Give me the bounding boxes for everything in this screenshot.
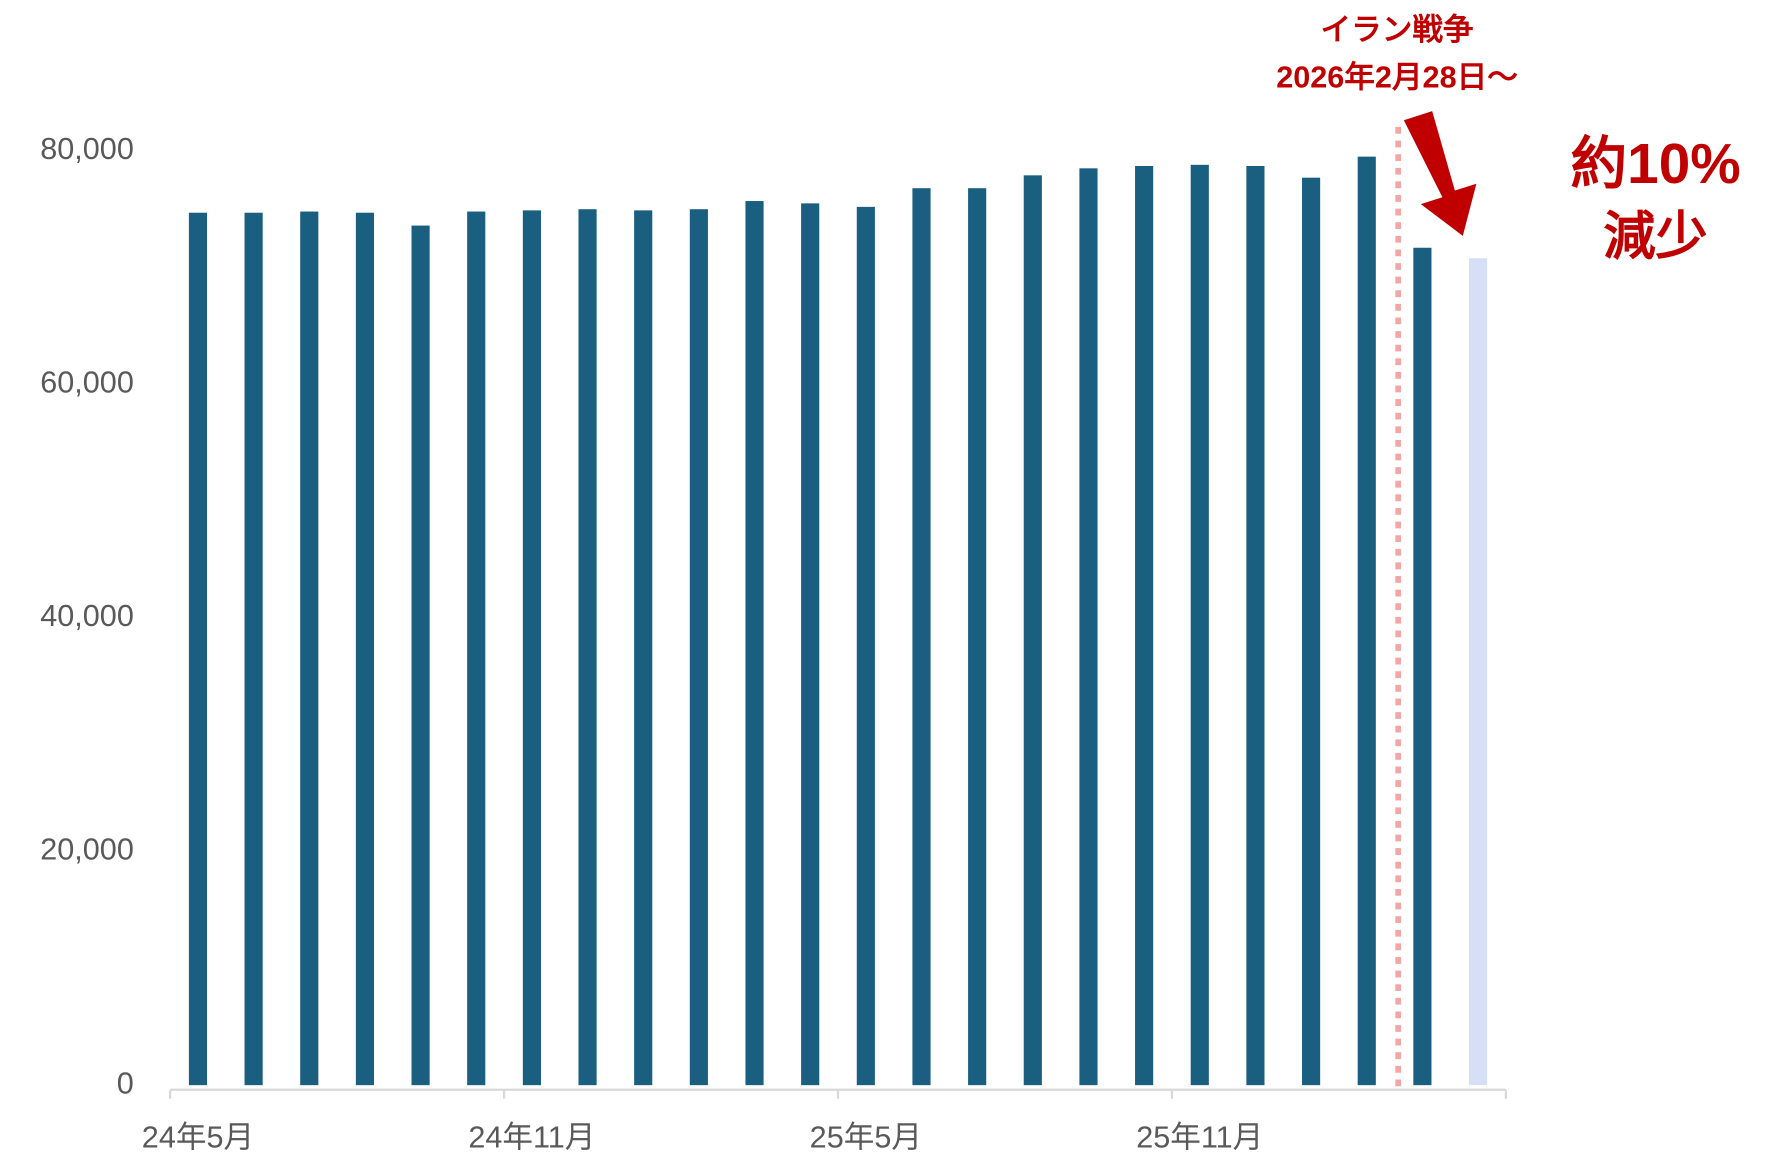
bar	[467, 211, 486, 1086]
bar	[1302, 177, 1321, 1086]
annotation: イラン戦争	[1321, 13, 1474, 47]
y-tick-label: 0	[117, 1066, 134, 1100]
arrow	[1403, 111, 1477, 236]
bar	[801, 203, 820, 1086]
bar	[1190, 164, 1209, 1086]
bar	[300, 211, 319, 1086]
y-tick-label: 80,000	[40, 132, 134, 166]
x-tick-label: 25年5月	[810, 1121, 922, 1155]
x-tick-label: 24年5月	[142, 1121, 254, 1155]
bar	[689, 209, 708, 1086]
bar	[634, 210, 653, 1086]
bar	[745, 201, 764, 1086]
bar	[522, 210, 541, 1086]
x-tick-label: 24年11月	[468, 1121, 595, 1155]
annotation: 減少	[1603, 208, 1707, 266]
bar	[1357, 156, 1376, 1086]
y-tick-label: 40,000	[40, 599, 134, 633]
y-tick-label: 20,000	[40, 833, 134, 867]
bar	[1246, 165, 1265, 1086]
bar	[912, 188, 931, 1086]
annotation: 2026年2月28日～	[1276, 60, 1518, 94]
bar	[411, 225, 430, 1086]
x-tick-label: 25年11月	[1136, 1121, 1263, 1155]
annotation: 約10%	[1570, 133, 1740, 196]
bar	[578, 209, 597, 1086]
bar	[244, 212, 263, 1086]
bar	[1135, 165, 1154, 1086]
bar	[1413, 247, 1432, 1086]
bar	[188, 212, 208, 1086]
bar	[1079, 168, 1098, 1086]
bar	[355, 212, 374, 1086]
y-tick-label: 60,000	[40, 365, 134, 399]
bar	[856, 206, 875, 1086]
bar	[968, 188, 987, 1086]
bar	[1468, 258, 1488, 1086]
bar	[1023, 175, 1042, 1086]
